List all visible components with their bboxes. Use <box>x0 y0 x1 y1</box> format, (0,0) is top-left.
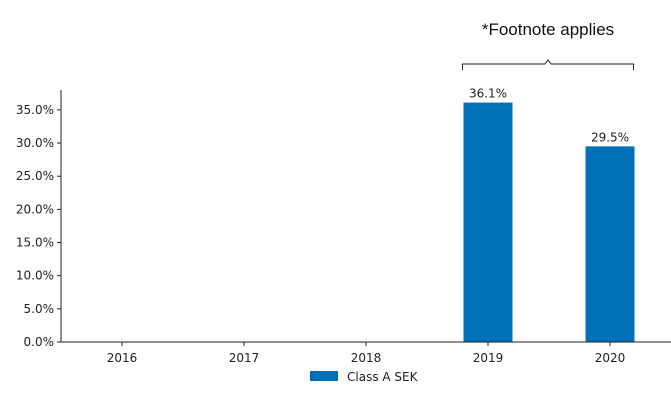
legend-swatch-class-a-sek <box>310 371 338 381</box>
x-tick-label-2017: 2017 <box>229 351 260 365</box>
y-tick-label: 25.0% <box>16 169 54 183</box>
x-tick-label-2016: 2016 <box>107 351 138 365</box>
bar-2019 <box>463 102 513 342</box>
footnote-annotation: *Footnote applies <box>462 20 634 70</box>
data-labels: 36.1% 29.5% <box>469 87 629 145</box>
bar-2020 <box>585 146 635 342</box>
y-tick-label: 15.0% <box>16 236 54 250</box>
footnote-text: *Footnote applies <box>482 20 614 39</box>
y-tick-label: 0.0% <box>24 335 55 349</box>
y-tick-label: 35.0% <box>16 103 54 117</box>
x-tick-label-2019: 2019 <box>473 351 504 365</box>
x-tick-label-2020: 2020 <box>595 351 626 365</box>
y-tick-label: 5.0% <box>24 302 55 316</box>
y-tick-label: 20.0% <box>16 202 54 216</box>
bars <box>463 102 635 342</box>
legend-label-class-a-sek: Class A SEK <box>347 370 419 384</box>
footnote-brace <box>462 59 634 70</box>
y-axis-ticks: 0.0% 5.0% 10.0% 15.0% 20.0% 25.0% 30.0% 35.0% <box>16 103 61 349</box>
data-label-2019: 36.1% <box>469 87 507 101</box>
y-tick-label: 30.0% <box>16 136 54 150</box>
y-tick-label: 10.0% <box>16 269 54 283</box>
x-axis-ticks: 2016 2017 2018 2019 2020 <box>107 342 626 365</box>
legend: Class A SEK <box>310 370 419 384</box>
data-label-2020: 29.5% <box>591 130 629 144</box>
x-tick-label-2018: 2018 <box>351 351 382 365</box>
